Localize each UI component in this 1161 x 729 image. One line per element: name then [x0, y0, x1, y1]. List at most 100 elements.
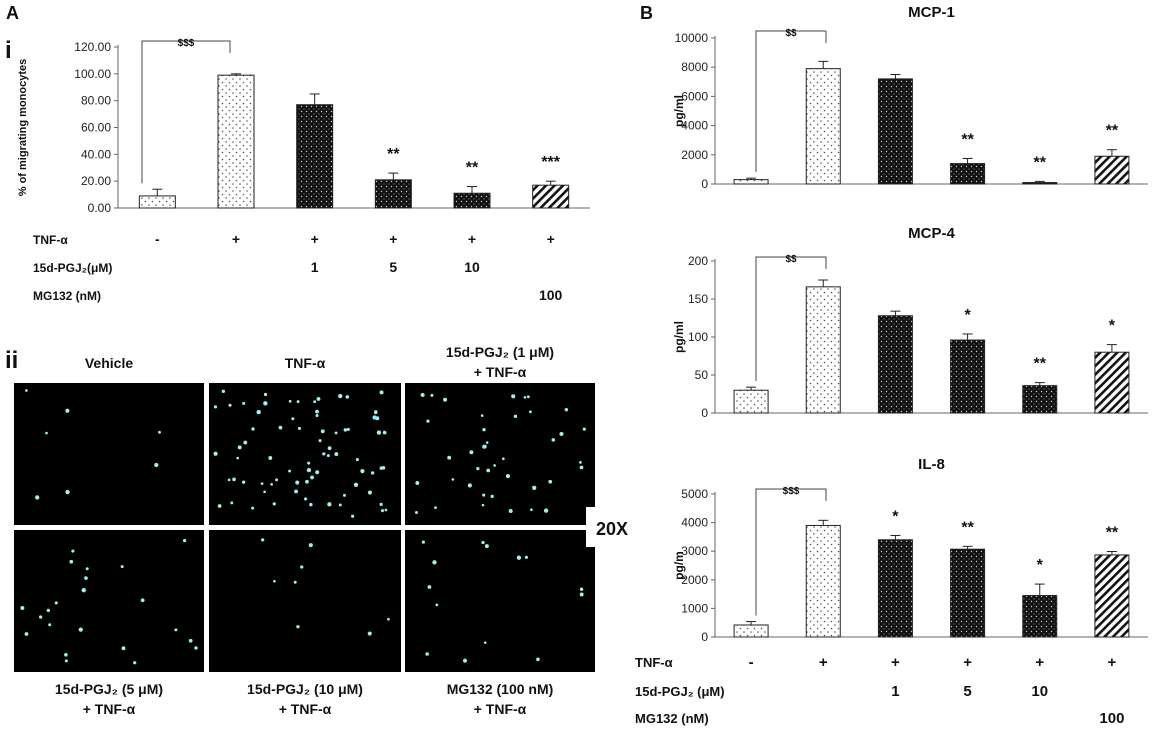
cell-dot: [293, 580, 297, 584]
cell-dot: [256, 409, 261, 415]
magnification-box: [586, 507, 638, 547]
cell-dot: [251, 506, 255, 510]
condition-row-label: TNF-α: [33, 233, 68, 247]
bar: [877, 78, 913, 185]
conditions-table-b: TNF-α - + + + + +15d-PGJ₂ (μM) 1 5 10 MG132 (nM) 10…: [635, 654, 1124, 727]
cell-dot: [421, 540, 425, 544]
cell-dot: [236, 456, 240, 460]
cell-dot: [443, 397, 448, 402]
cell-dot: [318, 439, 322, 443]
cell-dot: [376, 430, 382, 435]
cell-dot: [48, 623, 52, 627]
significance-marker: **: [1106, 524, 1119, 541]
cell-dot: [251, 427, 255, 431]
subpanel-ii-label: ii: [5, 347, 18, 374]
bar: [733, 179, 769, 185]
cell-dot: [493, 464, 496, 467]
micrograph-label: Vehicle: [85, 355, 133, 371]
y-tick-label: 120.00: [74, 40, 111, 54]
significance-bracket: [755, 256, 827, 382]
chart-title: IL-8: [918, 456, 945, 473]
chart-title: MCP-1: [908, 4, 955, 21]
condition-value: +: [1108, 654, 1117, 671]
significance-marker: **: [1106, 123, 1119, 140]
cell-dot: [295, 480, 300, 485]
cell-dot: [309, 502, 313, 507]
cell-dot: [526, 395, 530, 399]
cell-dot: [384, 508, 388, 512]
cell-dot: [230, 501, 234, 505]
cell-dot: [434, 506, 437, 510]
condition-value: +: [389, 231, 397, 247]
condition-value: 1: [311, 259, 319, 275]
cell-dot: [260, 482, 264, 485]
cell-dot: [462, 658, 468, 663]
significance-marker: **: [387, 146, 400, 163]
cell-dot: [548, 479, 553, 484]
cell-dot: [213, 405, 218, 409]
cell-dot: [543, 508, 549, 513]
cell-dot: [84, 576, 88, 580]
micrograph-panel: [209, 530, 401, 672]
cell-dot: [313, 400, 317, 404]
y-tick-label: 80.00: [81, 94, 111, 108]
micrograph-label: + TNF-α: [279, 701, 332, 717]
y-tick-label: 100: [688, 330, 708, 344]
mcp1-chart: MCP-1 pg/ml 0 2000 4000 6000 8000 10000 ** ** ** $$: [672, 4, 1148, 191]
cell-dot: [327, 446, 332, 451]
cell-dot: [387, 617, 390, 621]
bar: [877, 539, 913, 638]
bracket-label: $$$: [783, 486, 800, 497]
y-tick-label: 3000: [681, 544, 708, 558]
cell-dot: [194, 646, 198, 650]
cell-dot: [315, 409, 319, 414]
cell-dot: [65, 489, 70, 495]
cell-dot: [85, 567, 89, 571]
cell-dot: [529, 508, 533, 512]
cell-dot: [353, 482, 359, 487]
cell-dot: [275, 478, 279, 482]
cell-dot: [188, 638, 193, 643]
cell-dot: [486, 468, 491, 473]
cell-dot: [367, 631, 372, 636]
cell-dot: [579, 461, 582, 464]
cell-dot: [508, 509, 513, 514]
cell-dot: [288, 399, 292, 403]
cell-dot: [346, 427, 350, 431]
y-tick-label: 0: [701, 630, 708, 644]
micrograph-label: 15d-PGJ₂ (5 μM): [55, 681, 163, 697]
cell-dot: [304, 497, 308, 501]
cell-dot: [38, 615, 43, 619]
y-axis-label: pg/m: [672, 551, 686, 580]
cell-dot: [367, 490, 373, 495]
y-tick-label: 20.00: [81, 174, 111, 188]
bar: [374, 179, 412, 209]
bar: [950, 339, 986, 414]
cell-dot: [64, 659, 68, 663]
cell-dot: [154, 462, 159, 468]
cell-dot: [334, 431, 338, 435]
cell-dot: [307, 461, 311, 465]
panel-b-letter: B: [640, 3, 653, 23]
condition-value: +: [232, 231, 240, 247]
cell-dot: [373, 410, 378, 415]
bracket-label: $$$: [178, 38, 195, 49]
y-tick-label: 200: [688, 254, 708, 268]
cell-dot: [69, 559, 74, 564]
cell-dot: [81, 587, 86, 593]
cell-dot: [78, 627, 83, 632]
bar: [950, 163, 986, 185]
cell-dot: [420, 392, 425, 398]
cell-dot: [140, 598, 145, 603]
cell-dot: [297, 426, 302, 430]
significance-marker: **: [466, 160, 479, 177]
y-tick-label: 100.00: [74, 67, 111, 81]
y-axis-label: % of migrating monocytes: [17, 59, 29, 197]
cell-dot: [528, 410, 532, 414]
cell-dot: [338, 393, 343, 399]
condition-value: +: [468, 231, 476, 247]
cell-dot: [511, 394, 516, 399]
cell-dot: [25, 389, 28, 392]
micrograph-label: MG132 (100 nM): [447, 681, 554, 697]
